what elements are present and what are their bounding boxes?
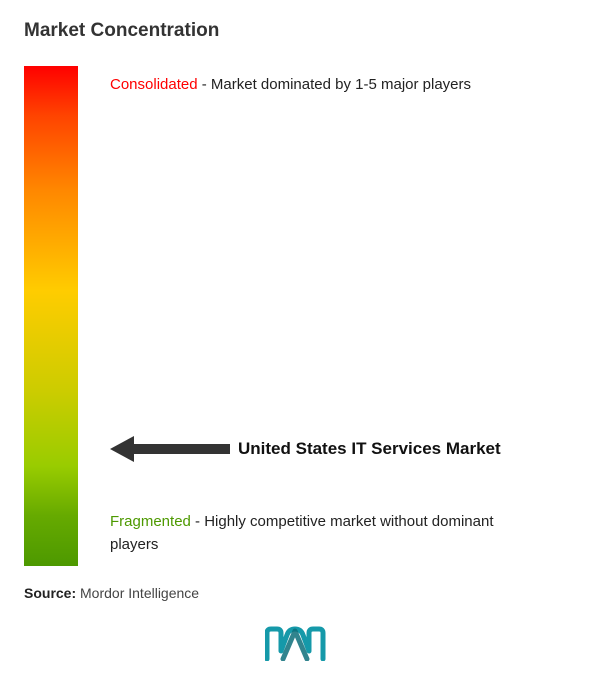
- market-arrow-row: United States IT Services Market: [110, 436, 501, 462]
- infographic-container: Market Concentration Consolidated - Mark…: [0, 0, 593, 691]
- fragmented-label: Fragmented - Highly competitive market w…: [110, 511, 559, 556]
- consolidated-highlight: Consolidated: [110, 76, 198, 93]
- market-name-label: United States IT Services Market: [238, 439, 501, 459]
- source-label: Source:: [24, 585, 76, 601]
- source-value: Mordor Intelligence: [80, 585, 199, 601]
- fragmented-highlight: Fragmented: [110, 513, 191, 530]
- labels-column: Consolidated - Market dominated by 1-5 m…: [110, 66, 559, 566]
- content-row: Consolidated - Market dominated by 1-5 m…: [24, 66, 569, 566]
- source-attribution: Source: Mordor Intelligence: [24, 585, 199, 601]
- mordor-logo-icon: [265, 623, 329, 661]
- consolidated-label: Consolidated - Market dominated by 1-5 m…: [110, 74, 471, 95]
- arrow-left-icon: [110, 436, 230, 462]
- logo-wrap: [0, 623, 593, 661]
- concentration-gradient-bar: [24, 66, 78, 566]
- consolidated-desc: - Market dominated by 1-5 major players: [198, 76, 471, 93]
- page-title: Market Concentration: [24, 20, 569, 42]
